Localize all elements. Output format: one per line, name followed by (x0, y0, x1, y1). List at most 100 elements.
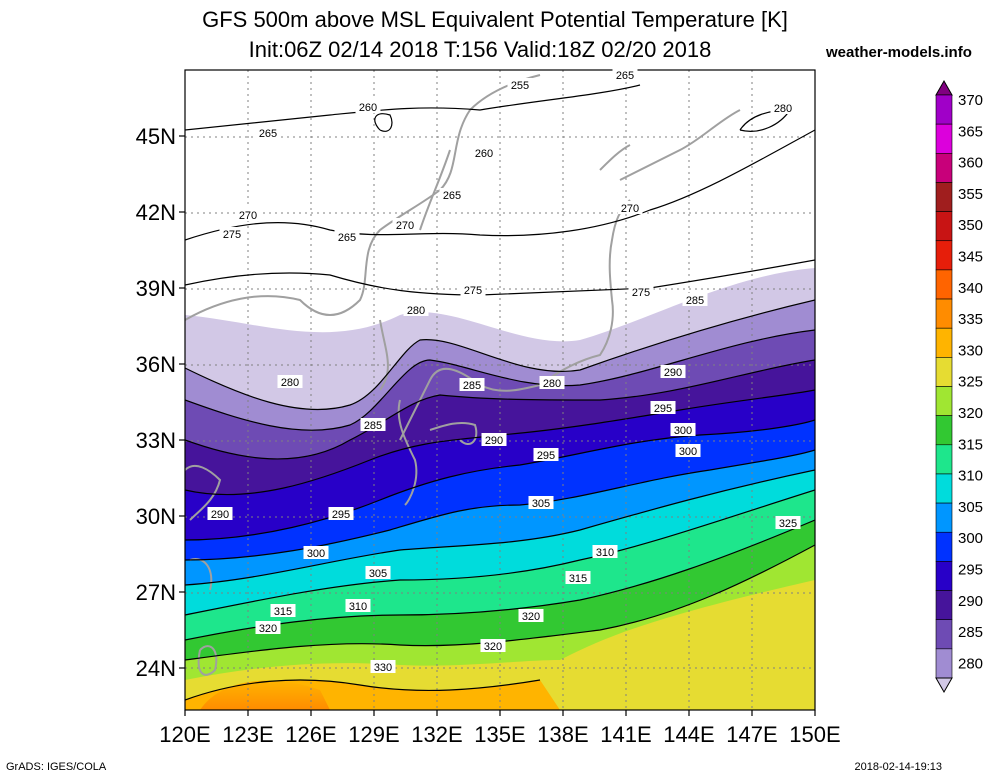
contour-label-bg (303, 546, 329, 559)
colorbar-level-label: 320 (958, 405, 983, 422)
colorbar-level-label: 290 (958, 593, 983, 610)
contour-label: 325 (779, 518, 797, 530)
lat-tick-label: 42N (136, 200, 176, 225)
lat-tick-label: 24N (136, 656, 176, 681)
contour-label-bg (518, 609, 544, 622)
contour-label-bg (612, 68, 638, 81)
contour-label: 255 (511, 80, 529, 92)
contour-label-bg (480, 639, 506, 652)
contour-label: 275 (223, 229, 241, 241)
colorbar-level-label: 335 (958, 311, 983, 328)
contour-label-bg (277, 375, 303, 388)
colorbar-swatch (935, 240, 953, 271)
contour-label: 275 (464, 285, 482, 297)
colorbar-swatch (935, 182, 953, 212)
colorbar-swatch (935, 648, 953, 679)
contour-label: 275 (632, 287, 650, 299)
lon-tick-label: 132E (411, 722, 462, 747)
colorbar: 370 365 360 355 350 345 340 335 330 325 320 315 310 3… (935, 79, 983, 694)
latitude-axis: 24N 27N 30N 33N 36N 39N 42N 45N (136, 124, 185, 681)
contour-label-bg (481, 433, 507, 446)
contour-label-bg (370, 660, 396, 673)
contour-label-bg (255, 126, 281, 139)
colorbar-level-label: 295 (958, 562, 983, 579)
contour-label-bg (650, 401, 676, 414)
colorbar-swatch (935, 619, 953, 650)
contour-label: 315 (569, 573, 587, 585)
contour-label: 305 (532, 498, 550, 510)
contour-label-bg (219, 227, 245, 240)
contour-label-bg (775, 516, 801, 529)
contour-label-bg (533, 448, 559, 461)
contour-label: 295 (654, 403, 672, 415)
colorbar-level-label: 300 (958, 530, 983, 547)
colorbar-swatch (935, 357, 953, 387)
longitude-axis: 120E 123E 126E 129E 132E 135E 138E 141E 144E 147E… (159, 710, 841, 747)
contour-label-bg (355, 100, 381, 113)
colorbar-swatch (935, 123, 953, 154)
colorbar-swatch (935, 415, 953, 446)
contour-label-bg (328, 507, 354, 520)
contour-label: 265 (616, 70, 634, 82)
contour-label: 280 (281, 377, 299, 389)
colorbar-level-label: 325 (958, 374, 983, 391)
contour-label: 270 (396, 220, 414, 232)
colorbar-swatch (935, 473, 953, 504)
footer-timestamp: 2018-02-14-19:13 (854, 761, 942, 773)
colorbar-swatch (935, 531, 953, 562)
contour-label: 290 (664, 367, 682, 379)
contour-label-bg (592, 545, 618, 558)
theta-e-field (185, 70, 815, 710)
contour-label: 260 (475, 148, 493, 160)
colorbar-swatch (935, 327, 953, 358)
contour-label: 330 (374, 662, 392, 674)
contour-label-bg (439, 188, 465, 201)
lon-tick-label: 147E (726, 722, 777, 747)
lon-tick-label: 123E (222, 722, 273, 747)
colorbar-swatch (935, 153, 953, 183)
contour-label-bg (660, 365, 686, 378)
contour-label: 285 (686, 295, 704, 307)
colorbar-swatch (935, 386, 953, 416)
colorbar-swatch (935, 590, 953, 620)
colorbar-swatch (935, 298, 953, 329)
contour-label: 260 (359, 102, 377, 114)
contour-label: 290 (485, 435, 503, 447)
contour-label-bg (675, 444, 701, 457)
colorbar-level-label: 350 (958, 217, 983, 234)
contour-label: 265 (259, 128, 277, 140)
lon-tick-label: 141E (600, 722, 651, 747)
contour-label: 265 (338, 232, 356, 244)
contour-label-bg (617, 201, 643, 214)
colorbar-level-label: 280 (958, 655, 983, 672)
colorbar-swatch (935, 561, 953, 591)
colorbar-level-label: 355 (958, 186, 983, 203)
colorbar-level-label: 340 (958, 280, 983, 297)
colorbar-swatch (935, 444, 953, 475)
contour-label-bg (334, 230, 360, 243)
footer-credit: GrADS: IGES/COLA (6, 761, 107, 773)
lon-tick-label: 138E (537, 722, 588, 747)
colorbar-level-label: 285 (958, 624, 983, 641)
contour-label-bg (255, 621, 281, 634)
lon-tick-label: 150E (789, 722, 840, 747)
colorbar-level-label: 305 (958, 499, 983, 516)
contour-label-bg (628, 285, 654, 298)
contour-label: 280 (774, 103, 792, 115)
contour-label-bg (770, 101, 796, 114)
colorbar-swatch (935, 94, 953, 125)
contour-label: 285 (463, 380, 481, 392)
contour-label-bg (539, 376, 565, 389)
contour-label: 305 (369, 568, 387, 580)
contour-label-bg (682, 293, 708, 306)
contour-label-bg (565, 571, 591, 584)
colorbar-level-label: 370 (958, 92, 983, 109)
contour-label: 320 (259, 623, 277, 635)
lat-tick-label: 39N (136, 276, 176, 301)
contour-label-bg (471, 146, 497, 159)
contour-label-bg (235, 208, 261, 221)
contour-labels: 255 260 260 265 265 265 265 270 270 270 275 275 275 2… (207, 68, 801, 674)
contour-label-bg (460, 283, 486, 296)
lon-tick-label: 126E (285, 722, 336, 747)
